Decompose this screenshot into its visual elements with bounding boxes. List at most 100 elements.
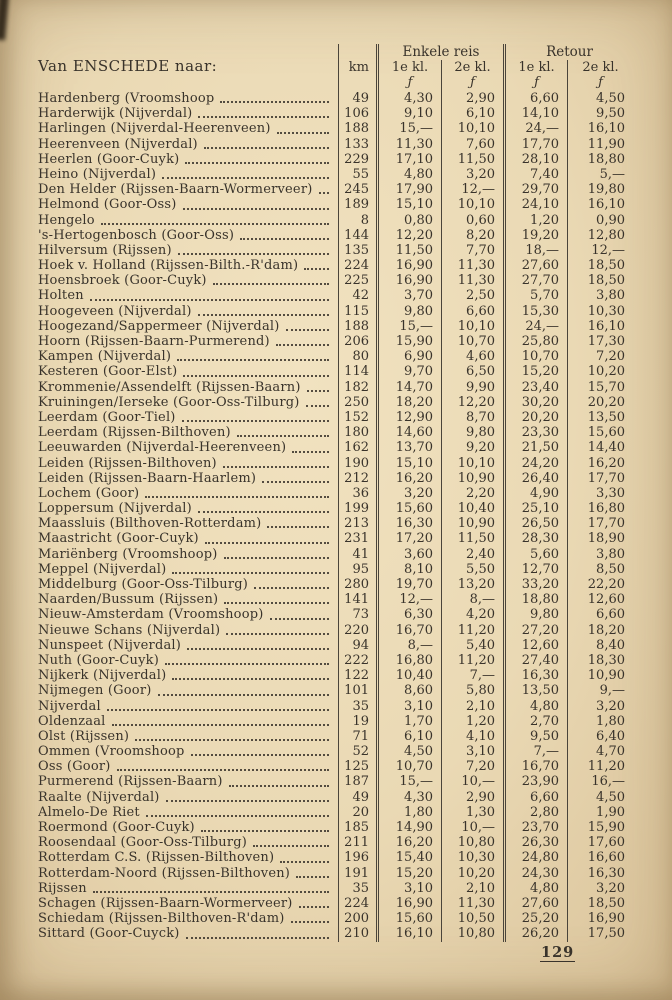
florin-icon: ƒ xyxy=(441,76,503,91)
retour-1e-kl-fare: 26,40 xyxy=(503,470,567,486)
enkele-reis-2e-kl-fare: 4,60 xyxy=(441,349,503,365)
retour-2e-kl-fare: 3,30 xyxy=(567,485,633,502)
destination-name: Nieuwe Schans (Nijverdal) xyxy=(38,622,221,638)
retour-2e-kl-fare: 18,50 xyxy=(567,895,633,912)
destination-name: Maastricht (Goor-Cuyk) xyxy=(38,531,199,547)
table-row: Leerdam (Rijssen-Bilthoven) 180 14,60 9,… xyxy=(38,425,633,441)
header-retour: Retour xyxy=(503,44,633,60)
page-number: 129 xyxy=(540,944,576,962)
enkele-reis-1e-kl-fare: 3,10 xyxy=(376,698,441,714)
dot-leader xyxy=(162,177,329,180)
retour-2e-kl-fare: 15,90 xyxy=(567,820,633,836)
enkele-reis-1e-kl-fare: 9,10 xyxy=(376,106,441,122)
retour-1e-kl-fare: 26,30 xyxy=(503,835,567,851)
dot-leader xyxy=(269,617,329,620)
km-value: 206 xyxy=(338,334,376,350)
retour-1e-kl-fare: 25,20 xyxy=(503,911,567,927)
retour-1e-kl-fare: 27,60 xyxy=(503,258,567,274)
km-value: 231 xyxy=(338,531,376,547)
enkele-reis-1e-kl-fare: 3,60 xyxy=(376,546,441,562)
table-header-groups: Enkele reis Retour xyxy=(38,44,633,60)
retour-1e-kl-fare: 5,60 xyxy=(503,546,567,562)
enkele-reis-2e-kl-fare: 6,10 xyxy=(441,106,503,122)
table-row: Nunspeet (Nijverdal) 94 8,— 5,40 12,60 8… xyxy=(38,637,633,653)
table-row: Raalte (Nijverdal) 49 4,30 2,90 6,60 4,5… xyxy=(38,789,633,805)
km-value: 210 xyxy=(338,926,376,942)
destination-name: Rotterdam-Noord (Rijssen-Bilthoven) xyxy=(38,865,291,881)
retour-1e-kl-fare: 23,70 xyxy=(503,820,567,836)
table-row: Leiden (Rijssen-Baarn-Haarlem) 212 16,20… xyxy=(38,470,633,486)
enkele-reis-2e-kl-fare: 9,90 xyxy=(441,379,503,395)
destination-name: Helmond (Goor-Oss) xyxy=(38,197,177,213)
km-value: 144 xyxy=(338,227,376,243)
dot-leader xyxy=(253,845,329,848)
destination-name: Schagen (Rijssen-Baarn-Wormerveer) xyxy=(38,895,293,911)
table-row: Roosendaal (Goor-Oss-Tilburg) 211 16,20 … xyxy=(38,835,633,851)
dot-leader xyxy=(212,283,329,286)
enkele-reis-1e-kl-fare: 6,10 xyxy=(376,728,441,745)
km-value: 152 xyxy=(338,409,376,426)
retour-1e-kl-fare: 29,70 xyxy=(503,182,567,198)
retour-2e-kl-fare: 14,40 xyxy=(567,440,633,456)
header-enkele-2e-kl: 2e kl. xyxy=(441,60,503,76)
retour-1e-kl-fare: 7,40 xyxy=(503,166,567,183)
retour-2e-kl-fare: 13,50 xyxy=(567,409,633,426)
enkele-reis-1e-kl-fare: 15,90 xyxy=(376,334,441,350)
km-value: 199 xyxy=(338,501,376,517)
enkele-reis-2e-kl-fare: 11,30 xyxy=(441,895,503,912)
km-value: 225 xyxy=(338,273,376,289)
retour-1e-kl-fare: 24,10 xyxy=(503,197,567,213)
retour-2e-kl-fare: 8,50 xyxy=(567,561,633,577)
table-row: Ommen (Vroomshoop 52 4,50 3,10 7,— 4,70 xyxy=(38,744,633,760)
enkele-reis-2e-kl-fare: 7,60 xyxy=(441,136,503,152)
km-value: 49 xyxy=(338,91,376,107)
retour-2e-kl-fare: 1,80 xyxy=(567,713,633,729)
dot-leader xyxy=(276,131,329,134)
table-row: Hardenberg (Vroomshoop 49 4,30 2,90 6,60… xyxy=(38,91,633,107)
km-value: 187 xyxy=(338,774,376,790)
km-value: 196 xyxy=(338,850,376,866)
enkele-reis-1e-kl-fare: 4,80 xyxy=(376,166,441,183)
destination-name: Harderwijk (Nijverdal) xyxy=(38,106,193,122)
enkele-reis-2e-kl-fare: 2,10 xyxy=(441,880,503,896)
table-row: Schiedam (Rijssen-Bilthoven-R'dam) 200 1… xyxy=(38,911,633,927)
table-row: Rijssen 35 3,10 2,10 4,80 3,20 xyxy=(38,880,633,896)
dot-leader xyxy=(165,799,329,802)
retour-1e-kl-fare: 1,20 xyxy=(503,212,567,228)
enkele-reis-1e-kl-fare: 15,10 xyxy=(376,455,441,471)
table-row: Heerenveen (Nijverdal) 133 11,30 7,60 17… xyxy=(38,136,633,152)
enkele-reis-1e-kl-fare: 8,10 xyxy=(376,561,441,577)
enkele-reis-2e-kl-fare: 9,20 xyxy=(441,440,503,456)
enkele-reis-1e-kl-fare: 3,10 xyxy=(376,880,441,896)
enkele-reis-2e-kl-fare: 2,40 xyxy=(441,546,503,562)
retour-2e-kl-fare: 11,20 xyxy=(567,759,633,775)
enkele-reis-1e-kl-fare: 15,— xyxy=(376,121,441,137)
enkele-reis-1e-kl-fare: 8,60 xyxy=(376,683,441,699)
enkele-reis-1e-kl-fare: 4,30 xyxy=(376,789,441,805)
table-header-classes: km 1e kl. 2e kl. 1e kl. 2e kl. xyxy=(38,60,633,76)
table-row: Hengelo 8 0,80 0,60 1,20 0,90 xyxy=(38,212,633,228)
enkele-reis-1e-kl-fare: 14,90 xyxy=(376,820,441,836)
km-value: 94 xyxy=(338,637,376,653)
retour-2e-kl-fare: 16,80 xyxy=(567,501,633,517)
km-value: 71 xyxy=(338,728,376,745)
km-value: 135 xyxy=(338,242,376,259)
enkele-reis-1e-kl-fare: 1,70 xyxy=(376,713,441,729)
retour-1e-kl-fare: 6,60 xyxy=(503,789,567,805)
km-value: 73 xyxy=(338,607,376,623)
table-row: Hoogezand/Sappermeer (Nijverdal) 188 15,… xyxy=(38,318,633,334)
enkele-reis-1e-kl-fare: 17,20 xyxy=(376,531,441,547)
retour-2e-kl-fare: 3,80 xyxy=(567,288,633,304)
dot-leader xyxy=(285,329,329,331)
table-row: Middelburg (Goor-Oss-Tilburg) 280 19,70 … xyxy=(38,577,633,593)
header-retour-1e-kl: 1e kl. xyxy=(503,60,567,76)
dot-leader xyxy=(172,572,329,574)
km-value: 213 xyxy=(338,516,376,532)
enkele-reis-1e-kl-fare: 16,20 xyxy=(376,835,441,851)
table-row: Maastricht (Goor-Cuyk) 231 17,20 11,50 2… xyxy=(38,531,633,547)
dot-leader xyxy=(203,146,329,149)
dot-leader xyxy=(177,253,329,256)
enkele-reis-1e-kl-fare: 15,— xyxy=(376,774,441,790)
retour-2e-kl-fare: 17,50 xyxy=(567,926,633,942)
table-row: Nijverdal 35 3,10 2,10 4,80 3,20 xyxy=(38,698,633,714)
